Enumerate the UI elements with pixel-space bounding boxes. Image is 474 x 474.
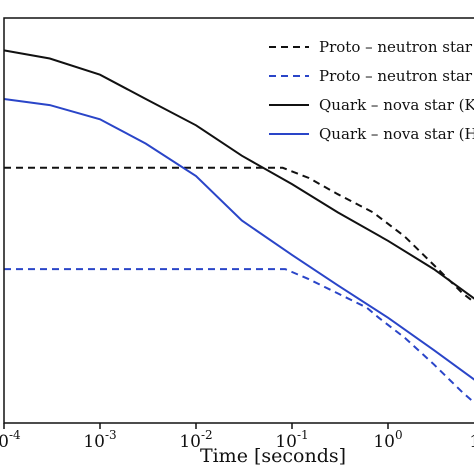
x-tick-label-6: 101 bbox=[469, 428, 474, 452]
legend-label-1: Proto – neutron star ( bbox=[319, 38, 474, 56]
series-line-4 bbox=[3, 98, 474, 381]
series-line-2 bbox=[4, 268, 474, 404]
series-line-1 bbox=[4, 166, 474, 304]
legend-label-4: Quark – nova star (Ha bbox=[319, 125, 474, 143]
legend-label-3: Quark – nova star (Kl bbox=[319, 96, 474, 114]
x-tick-label-3: 10-2 bbox=[179, 428, 212, 452]
x-axis-ticks: 10-4 10-3 10-2 10-1 100 101 bbox=[0, 423, 474, 452]
plot-area bbox=[3, 49, 474, 404]
x-tick-label-4: 10-1 bbox=[275, 428, 308, 452]
series-line-3 bbox=[3, 49, 474, 300]
legend: Proto – neutron star ( Proto – neutron s… bbox=[269, 38, 474, 143]
legend-label-2: Proto – neutron star ( bbox=[319, 67, 474, 85]
x-axis-label: Time [seconds] bbox=[200, 445, 346, 467]
x-tick-label-5: 100 bbox=[373, 428, 402, 452]
axes-frame bbox=[3, 17, 474, 424]
x-tick-label-2: 10-3 bbox=[83, 428, 116, 452]
x-tick-label-1: 10-4 bbox=[0, 428, 21, 452]
